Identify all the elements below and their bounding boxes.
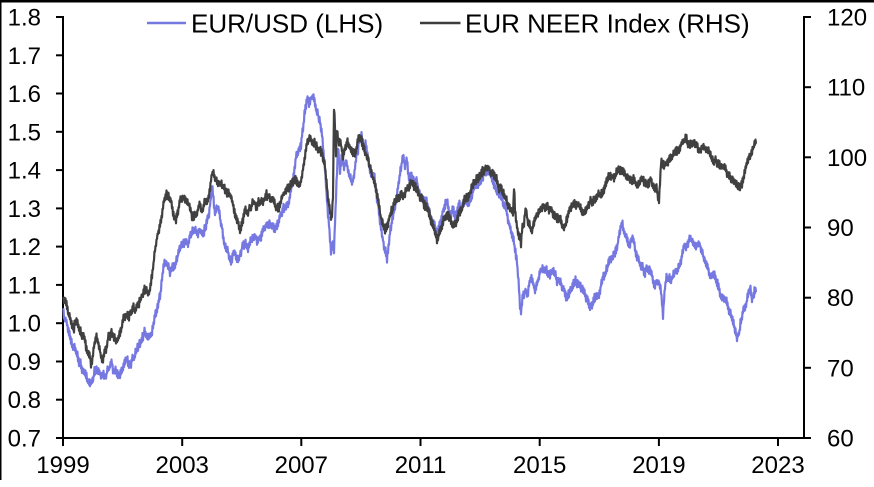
svg-text:60: 60 <box>827 426 854 453</box>
svg-text:2003: 2003 <box>156 452 209 479</box>
svg-text:1.6: 1.6 <box>8 81 41 108</box>
svg-text:2019: 2019 <box>632 452 685 479</box>
svg-text:1.4: 1.4 <box>8 158 41 185</box>
svg-text:1.2: 1.2 <box>8 234 41 261</box>
svg-text:110: 110 <box>827 75 865 102</box>
svg-text:1999: 1999 <box>36 452 89 479</box>
svg-text:80: 80 <box>827 285 854 312</box>
svg-text:120: 120 <box>827 5 867 32</box>
svg-text:1.3: 1.3 <box>8 196 41 223</box>
svg-text:0.9: 0.9 <box>8 349 41 376</box>
svg-text:EUR/USD (LHS): EUR/USD (LHS) <box>191 9 383 39</box>
svg-text:0.8: 0.8 <box>8 387 41 414</box>
svg-text:70: 70 <box>827 355 854 382</box>
svg-text:2023: 2023 <box>751 452 804 479</box>
svg-text:1.8: 1.8 <box>8 5 41 32</box>
svg-text:90: 90 <box>827 215 854 242</box>
svg-text:0.7: 0.7 <box>8 426 41 453</box>
svg-text:1.0: 1.0 <box>8 311 41 338</box>
svg-text:2007: 2007 <box>275 452 328 479</box>
svg-text:1.5: 1.5 <box>8 119 41 146</box>
svg-text:EUR NEER Index (RHS): EUR NEER Index (RHS) <box>465 9 750 39</box>
svg-text:2011: 2011 <box>395 452 447 479</box>
svg-text:1.7: 1.7 <box>8 43 41 70</box>
svg-text:2015: 2015 <box>513 452 566 479</box>
svg-text:100: 100 <box>827 145 867 172</box>
svg-text:1.1: 1.1 <box>8 272 41 299</box>
